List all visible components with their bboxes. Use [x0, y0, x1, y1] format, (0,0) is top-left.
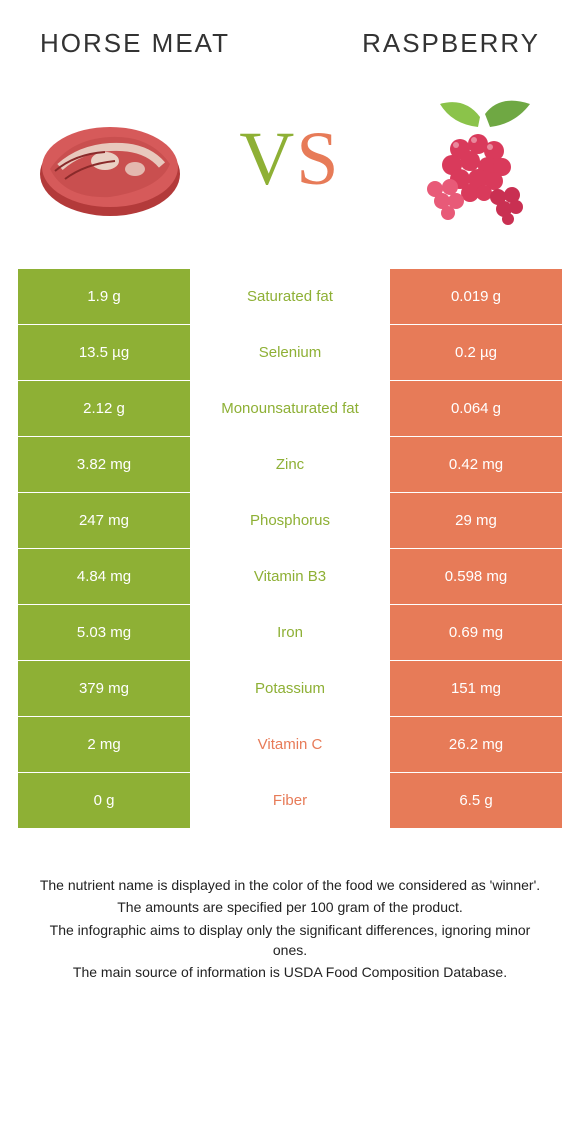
table-row: 0 gFiber6.5 g [18, 773, 562, 829]
footer-notes: The nutrient name is displayed in the co… [0, 829, 580, 982]
right-value: 6.5 g [390, 773, 562, 828]
right-value: 0.69 mg [390, 605, 562, 660]
table-row: 13.5 µgSelenium0.2 µg [18, 325, 562, 381]
footer-line: The main source of information is USDA F… [34, 962, 546, 982]
right-value: 151 mg [390, 661, 562, 716]
nutrient-label: Potassium [190, 661, 390, 716]
left-food-image [30, 79, 190, 239]
nutrient-label: Fiber [190, 773, 390, 828]
nutrient-label: Phosphorus [190, 493, 390, 548]
left-value: 2.12 g [18, 381, 190, 436]
table-row: 5.03 mgIron0.69 mg [18, 605, 562, 661]
table-row: 2 mgVitamin C26.2 mg [18, 717, 562, 773]
left-food-title: Horse meat [40, 28, 230, 59]
nutrient-label: Saturated fat [190, 269, 390, 324]
left-value: 2 mg [18, 717, 190, 772]
nutrient-label: Monounsaturated fat [190, 381, 390, 436]
left-value: 0 g [18, 773, 190, 828]
left-value: 4.84 mg [18, 549, 190, 604]
right-value: 0.019 g [390, 269, 562, 324]
left-value: 247 mg [18, 493, 190, 548]
right-food-image [390, 79, 550, 239]
table-row: 247 mgPhosphorus29 mg [18, 493, 562, 549]
vs-row: VS [0, 69, 580, 269]
footer-line: The amounts are specified per 100 gram o… [34, 897, 546, 917]
nutrient-label: Iron [190, 605, 390, 660]
vs-label: VS [239, 116, 340, 203]
right-value: 29 mg [390, 493, 562, 548]
left-value: 13.5 µg [18, 325, 190, 380]
table-row: 2.12 gMonounsaturated fat0.064 g [18, 381, 562, 437]
table-row: 379 mgPotassium151 mg [18, 661, 562, 717]
header: Horse meat Raspberry [0, 0, 580, 69]
nutrient-table: 1.9 gSaturated fat0.019 g13.5 µgSelenium… [18, 269, 562, 829]
nutrient-label: Zinc [190, 437, 390, 492]
left-value: 1.9 g [18, 269, 190, 324]
left-value: 5.03 mg [18, 605, 190, 660]
right-value: 26.2 mg [390, 717, 562, 772]
footer-line: The infographic aims to display only the… [34, 920, 546, 961]
table-row: 1.9 gSaturated fat0.019 g [18, 269, 562, 325]
nutrient-label: Vitamin C [190, 717, 390, 772]
left-value: 3.82 mg [18, 437, 190, 492]
right-food-title: Raspberry [362, 28, 540, 59]
right-value: 0.2 µg [390, 325, 562, 380]
table-row: 3.82 mgZinc0.42 mg [18, 437, 562, 493]
right-value: 0.42 mg [390, 437, 562, 492]
right-value: 0.598 mg [390, 549, 562, 604]
left-value: 379 mg [18, 661, 190, 716]
footer-line: The nutrient name is displayed in the co… [34, 875, 546, 895]
right-value: 0.064 g [390, 381, 562, 436]
table-row: 4.84 mgVitamin B30.598 mg [18, 549, 562, 605]
nutrient-label: Vitamin B3 [190, 549, 390, 604]
nutrient-label: Selenium [190, 325, 390, 380]
